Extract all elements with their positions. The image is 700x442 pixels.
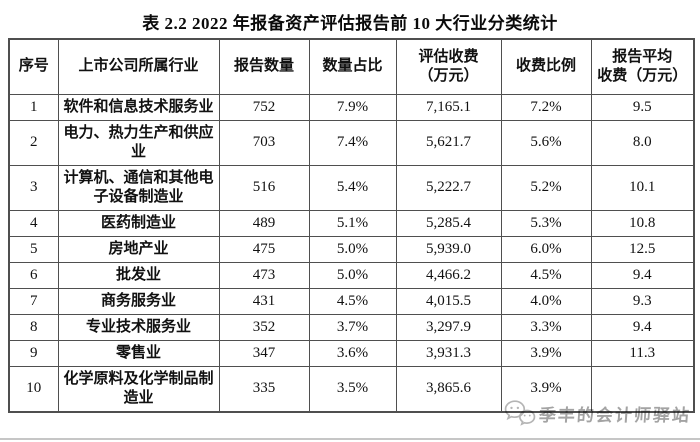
cell-qty-pct: 4.5%	[308, 287, 397, 315]
cell-qty-pct: 3.7%	[308, 313, 397, 341]
cell-fee-pct: 3.9%	[500, 339, 592, 367]
cell-reports: 473	[218, 261, 310, 289]
cell-industry: 专业技术服务业	[57, 313, 220, 341]
table-header: 序号 上市公司所属行业 报告数量 数量占比 评估收费 （万元） 收费比例 报告平…	[8, 38, 695, 95]
cell-fee-pct: 4.0%	[500, 287, 592, 315]
cell-fee: 5,285.4	[395, 209, 502, 237]
cell-avg-fee: 10.8	[590, 209, 695, 237]
col-header-qty-pct: 数量占比	[308, 38, 397, 95]
cell-qty-pct: 3.5%	[308, 365, 397, 412]
cell-industry: 医药制造业	[57, 209, 220, 237]
cell-fee: 4,015.5	[395, 287, 502, 315]
table-row: 7 商务服务业 431 4.5% 4,015.5 4.0% 9.3	[8, 287, 695, 315]
cell-fee-pct: 5.3%	[500, 209, 592, 237]
cell-fee-pct: 5.6%	[500, 119, 592, 166]
table-body: 1 软件和信息技术服务业 752 7.9% 7,165.1 7.2% 9.5 2 电力、热力生产…	[8, 93, 695, 412]
industry-stats-table: 序号 上市公司所属行业 报告数量 数量占比 评估收费 （万元） 收费比例 报告平…	[8, 38, 695, 413]
cell-fee: 3,931.3	[395, 339, 502, 367]
cell-no: 9	[8, 339, 59, 367]
table-row: 6 批发业 473 5.0% 4,466.2 4.5% 9.4	[8, 261, 695, 289]
table-row: 2 电力、热力生产和供应业 703 7.4% 5,621.7 5.6% 8.0	[8, 119, 695, 166]
cell-avg-fee: 9.4	[590, 261, 695, 289]
cell-fee-pct: 3.3%	[500, 313, 592, 341]
cell-avg-fee	[590, 365, 695, 412]
cell-no: 8	[8, 313, 59, 341]
cell-fee: 3,297.9	[395, 313, 502, 341]
table-row: 10 化学原料及化学制品制造业 335 3.5% 3,865.6 3.9%	[8, 365, 695, 412]
cell-reports: 489	[218, 209, 310, 237]
cell-industry: 零售业	[57, 339, 220, 367]
bottom-divider	[0, 438, 700, 440]
cell-industry: 电力、热力生产和供应业	[57, 119, 220, 166]
cell-fee: 5,939.0	[395, 235, 502, 263]
cell-industry: 批发业	[57, 261, 220, 289]
cell-avg-fee: 9.3	[590, 287, 695, 315]
cell-no: 10	[8, 365, 59, 412]
cell-reports: 431	[218, 287, 310, 315]
cell-avg-fee: 10.1	[590, 164, 695, 211]
col-header-reports: 报告数量	[218, 38, 310, 95]
cell-qty-pct: 5.4%	[308, 164, 397, 211]
table-row: 4 医药制造业 489 5.1% 5,285.4 5.3% 10.8	[8, 209, 695, 237]
cell-qty-pct: 5.0%	[308, 235, 397, 263]
cell-avg-fee: 12.5	[590, 235, 695, 263]
cell-avg-fee: 11.3	[590, 339, 695, 367]
cell-fee: 5,222.7	[395, 164, 502, 211]
cell-fee: 5,621.7	[395, 119, 502, 166]
cell-industry: 商务服务业	[57, 287, 220, 315]
col-header-avg-fee: 报告平均 收费（万元）	[590, 38, 695, 95]
cell-avg-fee: 9.4	[590, 313, 695, 341]
cell-fee-pct: 7.2%	[500, 93, 592, 121]
table-row: 8 专业技术服务业 352 3.7% 3,297.9 3.3% 9.4	[8, 313, 695, 341]
cell-qty-pct: 7.4%	[308, 119, 397, 166]
cell-no: 2	[8, 119, 59, 166]
cell-avg-fee: 8.0	[590, 119, 695, 166]
cell-fee: 4,466.2	[395, 261, 502, 289]
cell-fee: 3,865.6	[395, 365, 502, 412]
cell-qty-pct: 5.1%	[308, 209, 397, 237]
cell-qty-pct: 5.0%	[308, 261, 397, 289]
cell-reports: 335	[218, 365, 310, 412]
cell-fee-pct: 4.5%	[500, 261, 592, 289]
table-row: 9 零售业 347 3.6% 3,931.3 3.9% 11.3	[8, 339, 695, 367]
header-row: 序号 上市公司所属行业 报告数量 数量占比 评估收费 （万元） 收费比例 报告平…	[8, 38, 695, 95]
table-row: 5 房地产业 475 5.0% 5,939.0 6.0% 12.5	[8, 235, 695, 263]
cell-reports: 752	[218, 93, 310, 121]
cell-qty-pct: 7.9%	[308, 93, 397, 121]
col-header-no: 序号	[8, 38, 59, 95]
cell-reports: 516	[218, 164, 310, 211]
cell-fee: 7,165.1	[395, 93, 502, 121]
col-header-industry: 上市公司所属行业	[57, 38, 220, 95]
cell-avg-fee: 9.5	[590, 93, 695, 121]
cell-fee-pct: 6.0%	[500, 235, 592, 263]
cell-no: 6	[8, 261, 59, 289]
col-header-fee: 评估收费 （万元）	[395, 38, 502, 95]
cell-no: 4	[8, 209, 59, 237]
cell-no: 3	[8, 164, 59, 211]
table-row: 3 计算机、通信和其他电子设备制造业 516 5.4% 5,222.7 5.2% 10.1	[8, 164, 695, 211]
cell-no: 7	[8, 287, 59, 315]
cell-industry: 房地产业	[57, 235, 220, 263]
cell-industry: 软件和信息技术服务业	[57, 93, 220, 121]
table-title: 表 2.2 2022 年报备资产评估报告前 10 大行业分类统计	[142, 14, 558, 33]
cell-reports: 703	[218, 119, 310, 166]
table-row: 1 软件和信息技术服务业 752 7.9% 7,165.1 7.2% 9.5	[8, 93, 695, 121]
cell-no: 1	[8, 93, 59, 121]
cell-no: 5	[8, 235, 59, 263]
cell-reports: 475	[218, 235, 310, 263]
cell-reports: 352	[218, 313, 310, 341]
cell-fee-pct: 5.2%	[500, 164, 592, 211]
cell-fee-pct: 3.9%	[500, 365, 592, 412]
cell-industry: 计算机、通信和其他电子设备制造业	[57, 164, 220, 211]
col-header-fee-pct: 收费比例	[500, 38, 592, 95]
cell-industry: 化学原料及化学制品制造业	[57, 365, 220, 412]
cell-qty-pct: 3.6%	[308, 339, 397, 367]
cell-reports: 347	[218, 339, 310, 367]
